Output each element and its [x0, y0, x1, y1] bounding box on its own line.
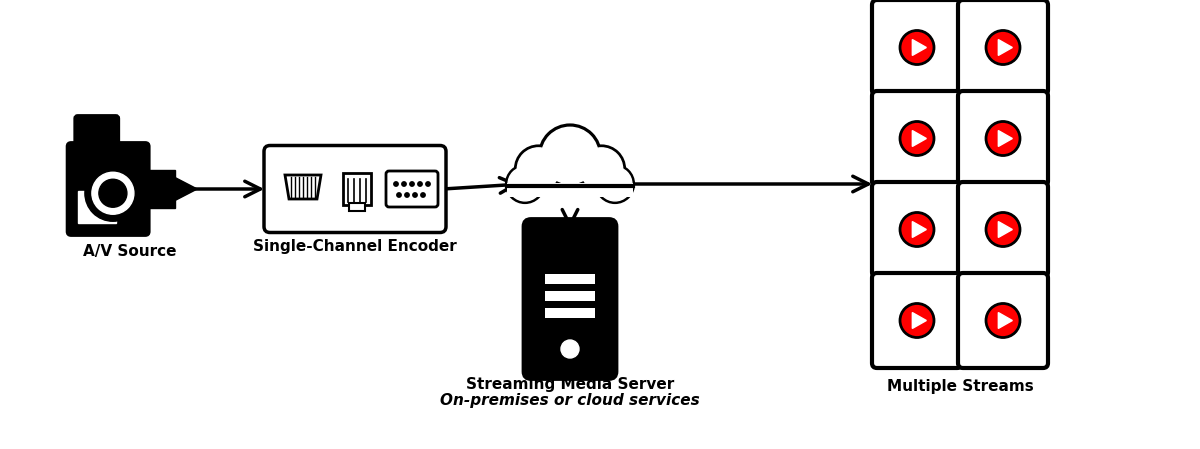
FancyBboxPatch shape: [264, 145, 446, 233]
Polygon shape: [175, 178, 197, 200]
FancyBboxPatch shape: [74, 115, 119, 151]
Text: Single-Channel Encoder: Single-Channel Encoder: [253, 239, 457, 254]
Text: On-premises or cloud services: On-premises or cloud services: [440, 393, 700, 408]
FancyBboxPatch shape: [545, 308, 595, 318]
FancyBboxPatch shape: [872, 182, 962, 277]
Circle shape: [581, 148, 623, 190]
FancyBboxPatch shape: [872, 273, 962, 368]
Circle shape: [598, 167, 632, 201]
FancyBboxPatch shape: [872, 0, 962, 95]
FancyBboxPatch shape: [545, 274, 595, 284]
Circle shape: [402, 182, 406, 186]
Circle shape: [542, 128, 599, 184]
FancyBboxPatch shape: [349, 203, 365, 211]
Circle shape: [900, 304, 934, 338]
Polygon shape: [912, 221, 926, 238]
Circle shape: [580, 146, 624, 192]
FancyBboxPatch shape: [386, 171, 438, 207]
Circle shape: [562, 340, 580, 358]
Text: Multiple Streams: Multiple Streams: [887, 379, 1033, 394]
Circle shape: [413, 193, 418, 197]
FancyBboxPatch shape: [958, 273, 1048, 368]
Polygon shape: [912, 313, 926, 329]
Circle shape: [426, 182, 431, 186]
Polygon shape: [286, 175, 322, 199]
FancyBboxPatch shape: [523, 219, 617, 379]
Circle shape: [516, 146, 562, 192]
Polygon shape: [912, 131, 926, 146]
Polygon shape: [998, 221, 1013, 238]
FancyBboxPatch shape: [67, 142, 149, 235]
Circle shape: [986, 122, 1020, 155]
FancyBboxPatch shape: [343, 173, 371, 205]
FancyBboxPatch shape: [872, 91, 962, 186]
Circle shape: [598, 166, 634, 202]
Circle shape: [986, 304, 1020, 338]
FancyBboxPatch shape: [545, 291, 595, 301]
Circle shape: [986, 31, 1020, 65]
Circle shape: [508, 167, 542, 201]
Circle shape: [397, 193, 401, 197]
Circle shape: [404, 193, 409, 197]
Circle shape: [508, 166, 542, 202]
Circle shape: [98, 179, 127, 207]
Circle shape: [900, 31, 934, 65]
Text: Streaming Media Server: Streaming Media Server: [466, 377, 674, 392]
Circle shape: [92, 172, 134, 214]
Polygon shape: [998, 313, 1013, 329]
Circle shape: [85, 165, 140, 221]
Circle shape: [900, 122, 934, 155]
Circle shape: [900, 212, 934, 247]
Circle shape: [986, 212, 1020, 247]
Polygon shape: [912, 40, 926, 55]
FancyBboxPatch shape: [958, 0, 1048, 95]
FancyBboxPatch shape: [958, 91, 1048, 186]
FancyBboxPatch shape: [958, 182, 1048, 277]
Text: A/V Source: A/V Source: [83, 244, 176, 259]
Circle shape: [418, 182, 422, 186]
Polygon shape: [998, 131, 1013, 146]
Circle shape: [517, 148, 559, 190]
Circle shape: [540, 126, 600, 185]
Polygon shape: [998, 40, 1013, 55]
Circle shape: [410, 182, 414, 186]
FancyBboxPatch shape: [508, 183, 634, 197]
FancyBboxPatch shape: [78, 191, 115, 223]
Circle shape: [421, 193, 425, 197]
Text: Network: Network: [534, 239, 606, 254]
Circle shape: [394, 182, 398, 186]
FancyBboxPatch shape: [145, 170, 175, 208]
